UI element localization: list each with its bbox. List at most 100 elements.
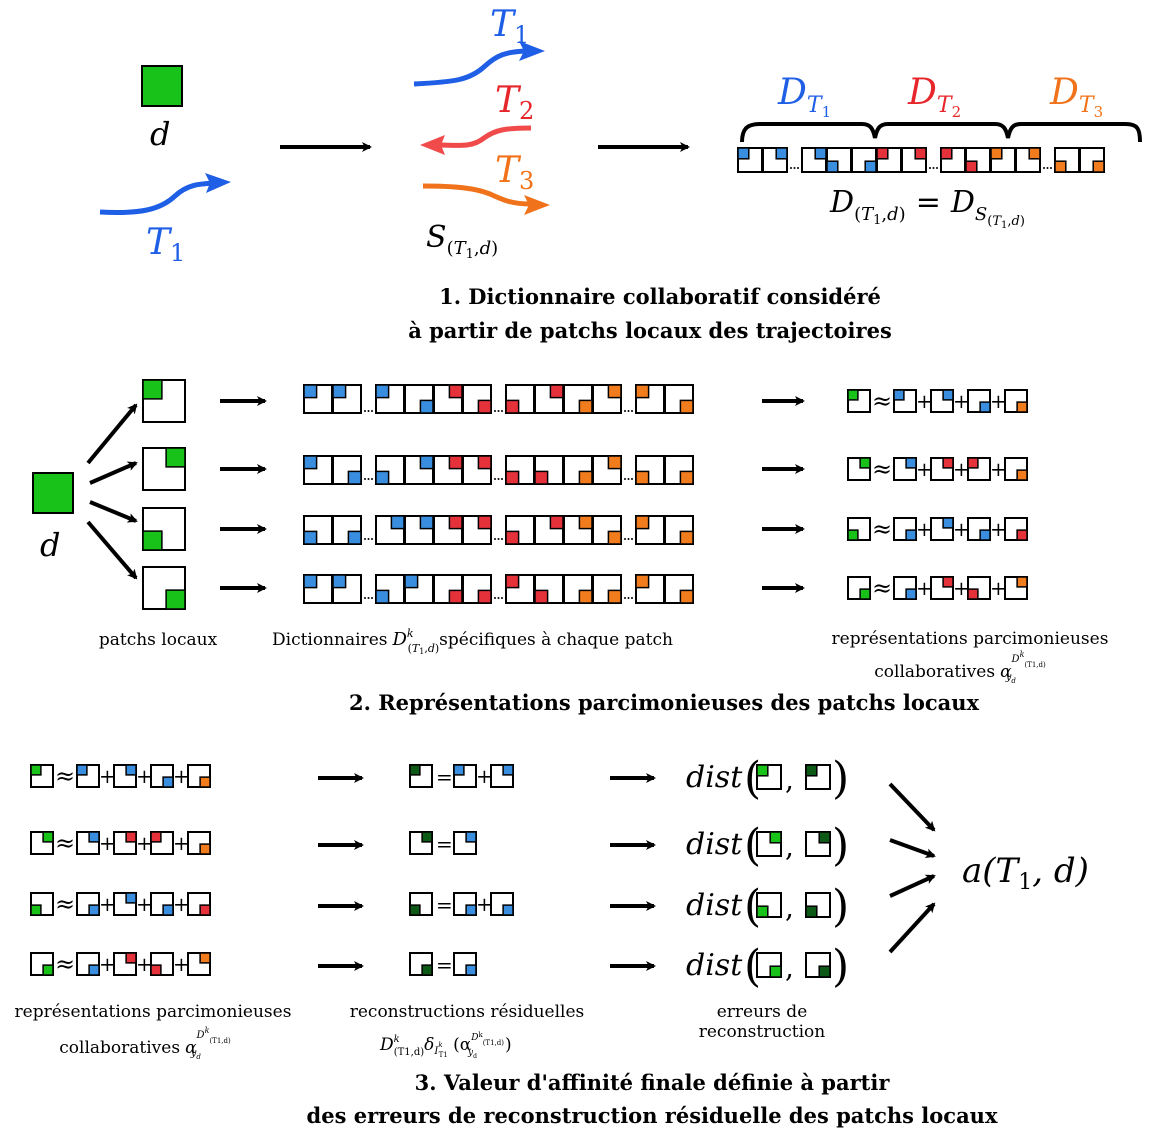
plus-symbol: + bbox=[476, 892, 493, 916]
T1-trajectory-curve bbox=[99, 180, 216, 215]
target-patch-icon bbox=[847, 517, 871, 541]
target-patch-icon bbox=[756, 952, 782, 978]
dict-patch-icon bbox=[563, 455, 593, 485]
plus-symbol: + bbox=[173, 764, 190, 788]
dict-patch-icon bbox=[635, 384, 665, 414]
dict-patch-icon bbox=[1079, 147, 1105, 173]
dict-patch-icon bbox=[505, 455, 535, 485]
S-label: S(T1,d) bbox=[426, 220, 498, 262]
dict-patch-icon bbox=[332, 384, 362, 414]
target-patch-icon bbox=[30, 764, 54, 788]
approx-symbol: ≈ bbox=[55, 762, 75, 790]
target-patch-icon bbox=[847, 457, 871, 481]
merge-arrow-3 bbox=[889, 874, 936, 898]
atom-patch-icon bbox=[1004, 517, 1028, 541]
dict-patch-icon bbox=[664, 574, 694, 604]
dict-patch-icon bbox=[534, 455, 564, 485]
ellipsis-dots bbox=[929, 167, 938, 169]
plus-symbol: + bbox=[173, 892, 190, 916]
local-patch-icon bbox=[142, 447, 186, 491]
dict-patch-icon bbox=[901, 147, 927, 173]
section-3: ≈ + + + = + dist(,)≈ + + + = dist(,)≈ + + + = + dist(,)≈ +… bbox=[15, 753, 1089, 1128]
merge-arrow-2 bbox=[889, 838, 936, 858]
dict-patch-icon bbox=[462, 515, 492, 545]
atom-patch-icon bbox=[113, 764, 137, 788]
dict-patch-icon bbox=[534, 515, 564, 545]
target-patch-icon bbox=[847, 389, 871, 413]
dist-label: dist bbox=[686, 948, 743, 983]
T3-mid-curve bbox=[422, 183, 531, 207]
atom-patch-icon bbox=[150, 831, 174, 855]
DT2-label: DT2 bbox=[907, 72, 961, 121]
ellipsis-dots bbox=[364, 478, 373, 480]
dict-patch-icon bbox=[433, 455, 463, 485]
T2-mid-arrowhead bbox=[420, 135, 445, 155]
dict-patch-icon bbox=[563, 384, 593, 414]
plus-symbol: + bbox=[136, 892, 153, 916]
atom-patch-icon bbox=[150, 892, 174, 916]
dict-patch-icon bbox=[635, 574, 665, 604]
atom-patch-icon bbox=[76, 892, 100, 916]
dict-patch-icon bbox=[876, 147, 902, 173]
plus-symbol: + bbox=[953, 389, 970, 413]
dict-patch-icon bbox=[505, 574, 535, 604]
ellipsis-dots bbox=[1043, 167, 1052, 169]
atom-patch-icon bbox=[113, 831, 137, 855]
local-patch-icon bbox=[142, 507, 186, 551]
section1-dictionary-strip bbox=[737, 147, 1105, 173]
dict-patch-icon bbox=[965, 147, 991, 173]
dict-patch-icon bbox=[375, 515, 405, 545]
caption-3-line1: 3. Valeur d'affinité finale définie à pa… bbox=[415, 1070, 891, 1095]
label-recon-formula: Dk (T1,d)δIk T1 (αDk(T1,d) yd) bbox=[379, 1031, 512, 1060]
ellipsis-dots bbox=[364, 410, 373, 412]
target-patch-icon bbox=[30, 831, 54, 855]
fan-arrow-4 bbox=[86, 520, 138, 580]
dict-patch-icon bbox=[404, 574, 434, 604]
dist-label: dist bbox=[686, 827, 743, 862]
residual-patch-icon bbox=[409, 892, 433, 916]
label-err-line2: reconstruction bbox=[699, 1022, 826, 1042]
T2-mid-label: T2 bbox=[495, 80, 534, 125]
atom-patch-icon bbox=[1004, 457, 1028, 481]
caption-1-line2: à partir de patchs locaux des trajectoir… bbox=[408, 318, 892, 343]
caption-2: 2. Représentations parcimonieuses des pa… bbox=[349, 690, 980, 715]
d-green-square bbox=[141, 65, 183, 107]
ellipsis-dots bbox=[364, 538, 373, 540]
dict-patch-icon bbox=[462, 574, 492, 604]
dict-patch-icon bbox=[563, 515, 593, 545]
section-2: d ≈ + + + ≈ + + + ≈ + + + ≈ + + + patchs locaux Diction… bbox=[32, 379, 1108, 715]
equals-symbol: = bbox=[436, 893, 453, 917]
dict-patch-icon bbox=[332, 515, 362, 545]
label-dictionnaires: Dictionnaires Dk (T1,d)spécifiques à chaqu… bbox=[272, 627, 673, 656]
plus-symbol: + bbox=[990, 389, 1007, 413]
dict-patch-icon bbox=[592, 574, 622, 604]
brace-DT2 bbox=[888, 122, 1022, 139]
dict-patch-icon bbox=[505, 515, 535, 545]
target-patch-icon bbox=[30, 952, 54, 976]
plus-symbol: + bbox=[990, 576, 1007, 600]
dict-patch-icon bbox=[664, 384, 694, 414]
plus-symbol: + bbox=[916, 389, 933, 413]
dict-patch-icon bbox=[433, 574, 463, 604]
atom-patch-icon bbox=[930, 517, 954, 541]
plus-symbol: + bbox=[953, 517, 970, 541]
atom-patch-icon bbox=[1004, 576, 1028, 600]
dict-patch-icon bbox=[990, 147, 1016, 173]
dict-patch-icon bbox=[433, 384, 463, 414]
approx-symbol: ≈ bbox=[872, 387, 892, 415]
atom-patch-icon bbox=[490, 892, 514, 916]
dict-patch-icon bbox=[851, 147, 877, 173]
dict-patch-icon bbox=[563, 574, 593, 604]
dict-patch-icon bbox=[592, 455, 622, 485]
ellipsis-dots bbox=[494, 410, 503, 412]
ellipsis-dots bbox=[624, 538, 633, 540]
label-recon-line1: reconstructions résiduelles bbox=[350, 1002, 585, 1022]
equals-symbol: = bbox=[436, 953, 453, 977]
atom-patch-icon bbox=[967, 457, 991, 481]
paren-close: ) bbox=[832, 820, 849, 871]
plus-symbol: + bbox=[136, 764, 153, 788]
fan-arrow-2 bbox=[89, 461, 138, 485]
label-repr3-line1: représentations parcimonieuses bbox=[15, 1002, 292, 1022]
atom-patch-icon bbox=[930, 457, 954, 481]
atom-patch-icon bbox=[113, 952, 137, 976]
